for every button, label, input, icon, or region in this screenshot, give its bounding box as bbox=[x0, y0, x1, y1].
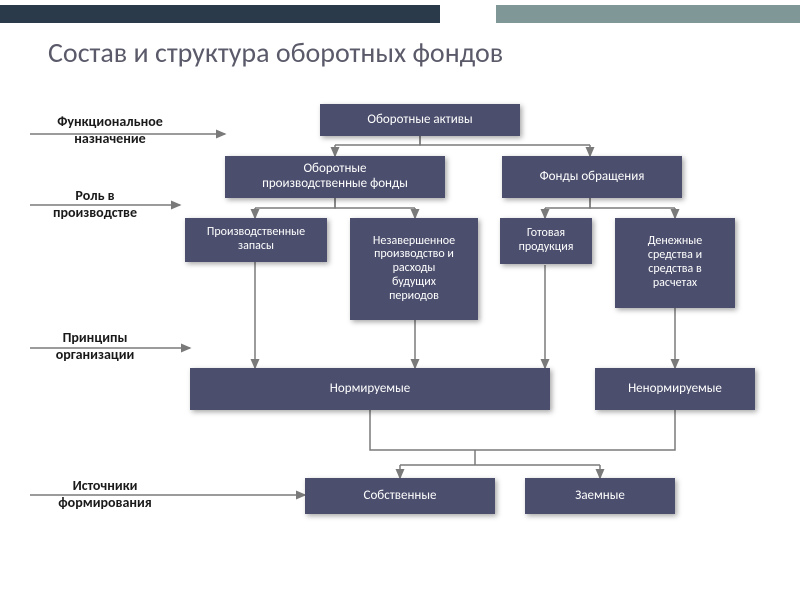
box-wip: Незавершенноепроизводство ирасходыбудущи… bbox=[350, 218, 478, 320]
label-functional: Функциональноеназначение bbox=[30, 114, 190, 148]
box-not-normed: Ненормируемые bbox=[595, 368, 755, 410]
box-prod-funds: Оборотныепроизводственные фонды bbox=[225, 156, 445, 198]
topbar-stripe bbox=[0, 5, 800, 23]
box-own: Собственные bbox=[305, 478, 495, 514]
topbar bbox=[0, 0, 800, 22]
box-cash: Денежныесредства исредства врасчетах bbox=[615, 218, 735, 308]
box-circ-funds: Фонды обращения bbox=[502, 156, 682, 198]
label-role: Роль впроизводстве bbox=[30, 188, 160, 222]
label-principles: Принципыорганизации bbox=[30, 330, 160, 364]
diagram-area: Функциональноеназначение Роль впроизводс… bbox=[0, 90, 800, 600]
box-finished: Готоваяпродукция bbox=[500, 218, 592, 264]
slide-title: Состав и структура оборотных фондов bbox=[48, 35, 503, 70]
box-top-assets: Оборотные активы bbox=[320, 104, 520, 136]
box-normed: Нормируемые bbox=[190, 368, 550, 410]
box-borrowed: Заемные bbox=[525, 478, 675, 514]
box-stocks: Производственныезапасы bbox=[185, 218, 327, 262]
label-sources: Источникиформирования bbox=[30, 478, 180, 512]
